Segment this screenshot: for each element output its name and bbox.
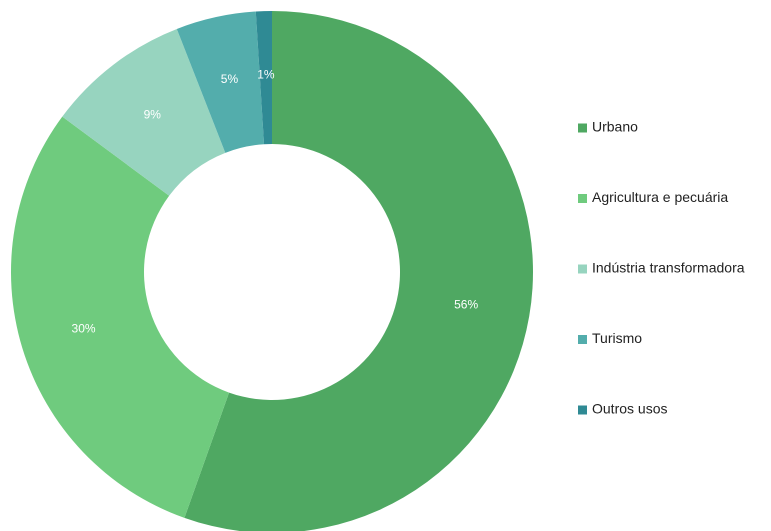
legend-swatch [578, 123, 587, 133]
slice [176, 11, 265, 153]
value-label: 5% [221, 72, 239, 86]
legend-label: Turismo [592, 330, 642, 346]
value-label: 30% [72, 322, 96, 336]
value-label: 1% [257, 67, 275, 81]
legend-label: Indústria transformadora [592, 260, 745, 276]
legend-swatch [578, 335, 587, 344]
slice [255, 11, 272, 145]
legend-swatch [578, 264, 587, 274]
legend-label: Urbano [592, 119, 638, 135]
legend-swatch [578, 194, 587, 203]
legend-label: Agricultura e pecuária [592, 189, 728, 205]
value-label: 9% [144, 108, 162, 122]
slice [62, 28, 226, 196]
slice [10, 116, 230, 518]
legend-swatch [578, 405, 587, 415]
slice [184, 11, 533, 531]
legend-label: Outros usos [592, 401, 667, 417]
value-label: 56% [454, 298, 478, 312]
